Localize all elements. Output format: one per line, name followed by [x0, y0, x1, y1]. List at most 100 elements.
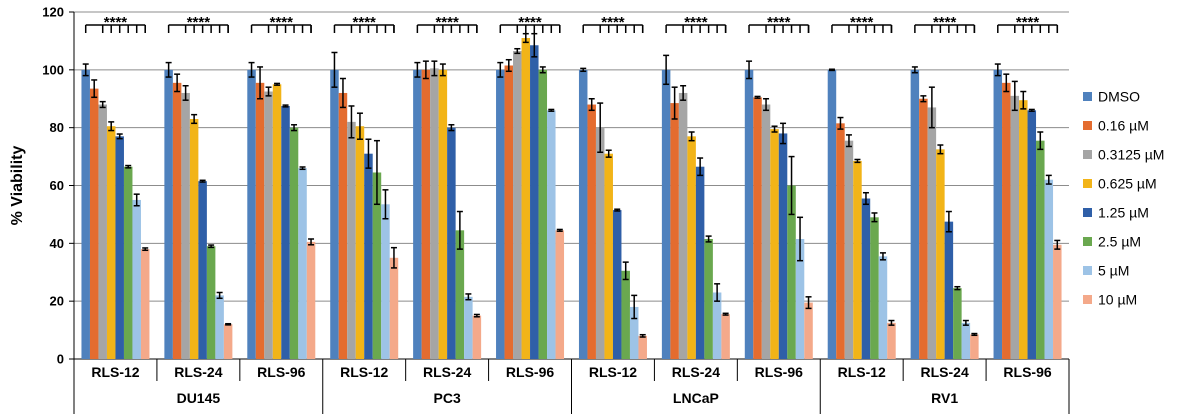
x-category-label: RLS-24: [423, 364, 471, 380]
x-group-label: LNCaP: [673, 390, 719, 406]
bar: [629, 306, 639, 359]
y-tick-label: 100: [42, 62, 64, 77]
bar: [472, 315, 482, 359]
error-bar: [697, 157, 704, 177]
significance-bracket: [831, 24, 893, 33]
significance-bracket: [416, 24, 478, 33]
error-bar: [514, 47, 521, 55]
error-bar: [505, 58, 512, 73]
significance-label: ****: [601, 14, 625, 31]
error-bar: [763, 98, 770, 112]
bar: [721, 314, 730, 359]
bar: [836, 123, 845, 360]
y-tick-label: 20: [50, 294, 64, 309]
error-bar: [614, 208, 621, 212]
bar: [970, 334, 979, 359]
error-bar: [680, 84, 687, 101]
error-bar: [539, 66, 546, 74]
legend-label: 10 µM: [1098, 292, 1137, 308]
error-bar: [548, 108, 555, 112]
error-bar: [348, 105, 355, 139]
bar: [687, 136, 696, 359]
error-bar: [605, 149, 612, 158]
legend-label: 1.25 µM: [1098, 205, 1149, 221]
error-bar: [331, 51, 338, 88]
significance-label: ****: [933, 14, 957, 31]
bar: [878, 256, 888, 359]
error-bar: [797, 216, 804, 262]
y-tick-label: 80: [50, 120, 64, 135]
error-bar: [888, 319, 895, 326]
bar: [464, 296, 473, 359]
error-bar: [448, 124, 455, 132]
bar: [612, 210, 622, 359]
bar: [538, 69, 548, 359]
bar: [927, 107, 937, 359]
error-bar: [714, 283, 721, 302]
significance-label: ****: [684, 14, 708, 31]
error-bar: [99, 100, 106, 109]
error-bar: [373, 139, 380, 206]
error-bar: [274, 82, 281, 86]
bar: [761, 104, 771, 360]
bar: [547, 110, 556, 359]
bar: [953, 288, 962, 359]
bar: [919, 98, 928, 359]
bar: [604, 153, 613, 359]
legend-label: DMSO: [1098, 89, 1140, 105]
bar: [887, 322, 896, 359]
error-bar: [299, 166, 306, 171]
error-bar: [339, 77, 346, 109]
significance-label: ****: [850, 14, 874, 31]
bar: [1027, 110, 1037, 359]
bar: [381, 204, 390, 359]
bar: [753, 97, 762, 359]
error-bar: [588, 98, 595, 112]
error-bar: [971, 332, 978, 337]
error-bar: [174, 73, 181, 93]
significance-label: ****: [353, 14, 377, 31]
bar: [513, 51, 522, 359]
error-bar: [928, 86, 935, 129]
bar: [827, 69, 837, 359]
significance-bracket: [997, 24, 1059, 33]
error-bar: [531, 32, 538, 58]
bar: [1053, 244, 1062, 359]
bar: [910, 69, 920, 359]
bar: [89, 88, 99, 360]
bar: [504, 65, 514, 359]
bar: [172, 82, 182, 360]
bar: [215, 295, 224, 359]
error-bar: [1045, 174, 1052, 185]
bar: [1044, 179, 1054, 359]
error-bar: [837, 116, 844, 130]
error-bar: [1037, 131, 1044, 151]
significance-bracket: [250, 24, 312, 33]
error-bar: [722, 312, 729, 316]
error-bar: [465, 293, 472, 301]
error-bar: [688, 131, 695, 142]
bar: [264, 91, 273, 359]
x-group-label: DU145: [177, 390, 221, 406]
bar: [578, 69, 588, 359]
error-bar: [208, 244, 215, 249]
significance-label: ****: [1016, 14, 1040, 31]
bar: [712, 292, 722, 359]
error-bar: [356, 112, 363, 140]
error-bar: [854, 158, 861, 164]
error-bar: [191, 113, 198, 125]
significance-bracket: [914, 24, 976, 33]
bar: [704, 238, 713, 359]
bar: [421, 69, 431, 359]
y-tick-label: 0: [57, 352, 64, 367]
error-bar: [937, 144, 944, 155]
x-category-label: RLS-24: [672, 364, 720, 380]
bar: [189, 118, 199, 359]
error-bar: [439, 63, 446, 77]
error-bar: [497, 61, 504, 78]
bar: [140, 249, 150, 359]
x-category-label: RLS-12: [340, 364, 388, 380]
error-bar: [1003, 73, 1010, 93]
bar: [770, 129, 779, 359]
bar: [936, 149, 945, 359]
